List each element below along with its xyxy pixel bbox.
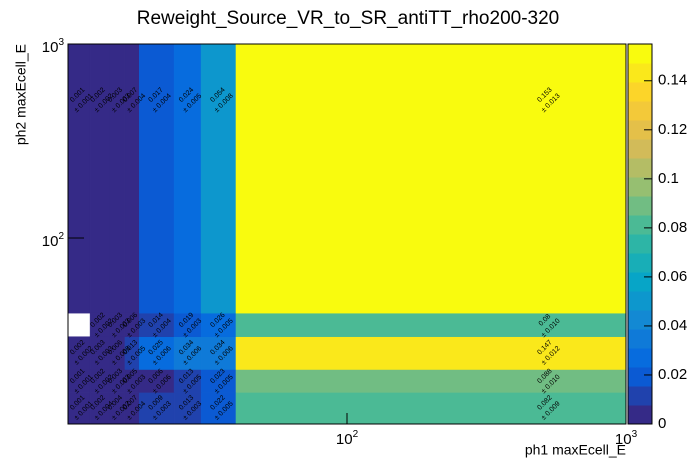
cell: [235, 369, 627, 393]
z-tick-label: 0: [658, 415, 666, 432]
colorbar-band: [628, 291, 652, 311]
chart-title: Reweight_Source_VR_to_SR_antiTT_rho200-3…: [137, 8, 559, 29]
colorbar-band: [628, 63, 652, 83]
colorbar-band: [628, 177, 652, 197]
colorbar-band: [628, 234, 652, 254]
z-tick-label: 0.1: [658, 170, 679, 187]
colorbar-band: [628, 196, 652, 216]
colorbar-band: [628, 310, 652, 330]
colorbar-band: [628, 329, 652, 349]
cell: [124, 43, 140, 314]
cell: [108, 43, 126, 314]
cell: [138, 336, 175, 370]
colorbar-band: [628, 348, 652, 368]
cell: [138, 43, 175, 314]
colorbar-band: [628, 158, 652, 178]
colorbar-band: [628, 215, 652, 235]
tick-base: 10: [615, 431, 632, 448]
cell: [200, 43, 237, 314]
cell: [173, 43, 202, 314]
tick-base: 10: [336, 431, 353, 448]
colorbar-band: [628, 253, 652, 273]
z-tick-label: 0.08: [658, 219, 687, 236]
z-tick-label: 0.02: [658, 366, 687, 383]
colorbar-band: [628, 139, 652, 159]
cell: [235, 392, 627, 425]
cell: [138, 392, 175, 425]
tick-label: 103: [42, 37, 65, 56]
tick-label: 102: [336, 429, 359, 448]
cell: [89, 43, 110, 314]
colorbar-frame: [627, 43, 653, 425]
tick-label: 103: [615, 429, 638, 448]
cell: [67, 43, 91, 314]
y-axis-title: ph2 maxEcell_E: [13, 44, 29, 145]
cell: [235, 312, 627, 337]
colorbar-band: [628, 101, 652, 121]
cells: [67, 43, 627, 425]
colorbar-band: [628, 120, 652, 140]
cell: [173, 336, 202, 370]
colorbar-band: [628, 82, 652, 102]
colorbar-band: [628, 44, 652, 64]
colorbar-band: [628, 405, 652, 425]
tick-exponent: 2: [58, 231, 64, 242]
tick-label: 102: [42, 231, 65, 250]
cell: [235, 43, 627, 314]
tick-base: 10: [42, 233, 59, 250]
tick-exponent: 3: [632, 429, 638, 440]
z-tick-label: 0.12: [658, 121, 687, 138]
cell: [200, 392, 237, 425]
cell: [200, 336, 237, 370]
z-tick-label: 0.06: [658, 268, 687, 285]
cell: [235, 336, 627, 370]
tick-exponent: 3: [58, 37, 64, 48]
colorbar-band: [628, 386, 652, 406]
colorbar-band: [628, 367, 652, 387]
tick-exponent: 2: [353, 429, 359, 440]
x-axis-title: ph1 maxEcell_E: [525, 442, 626, 458]
tick-base: 10: [42, 39, 59, 56]
z-tick-label: 0.14: [658, 72, 687, 89]
z-tick-label: 0.04: [658, 317, 687, 334]
colorbar-band: [628, 272, 652, 292]
